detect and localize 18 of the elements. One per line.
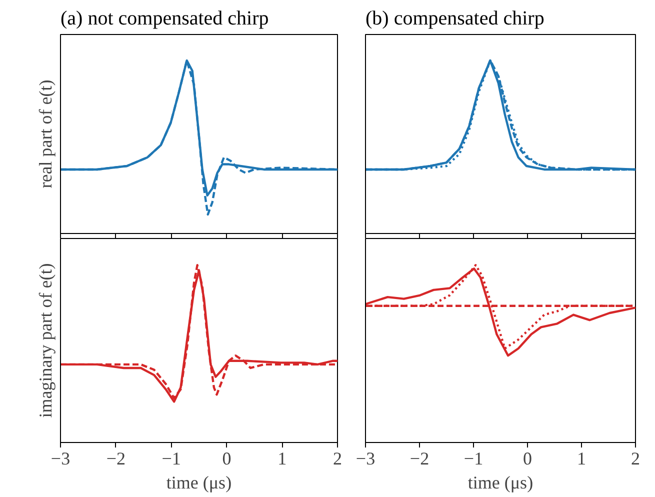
x-tick-label: 1 [577,448,586,468]
chart-title: (a) not compensated chirp [60,8,269,30]
x-axis-title: time (μs) [166,472,232,492]
x-axis-title: time (μs) [468,472,534,492]
x-tick-label: 2 [631,448,640,468]
x-tick-label: −2 [410,448,430,468]
chart-title: (b) compensated chirp [366,8,544,30]
x-tick-label: 0 [523,448,532,468]
x-tick-label: −3 [50,448,70,468]
x-tick-label: −1 [464,448,484,468]
x-tick-label: −1 [162,448,181,468]
x-tick-label: 2 [333,448,342,468]
x-tick-label: −2 [106,448,126,468]
x-tick-label: 1 [278,448,287,468]
y-axis-title: real part of e(t) [36,80,56,188]
x-tick-label: 0 [222,448,232,468]
x-tick-label: −3 [356,448,376,468]
y-axis-title: imaginary part of e(t) [36,263,56,418]
